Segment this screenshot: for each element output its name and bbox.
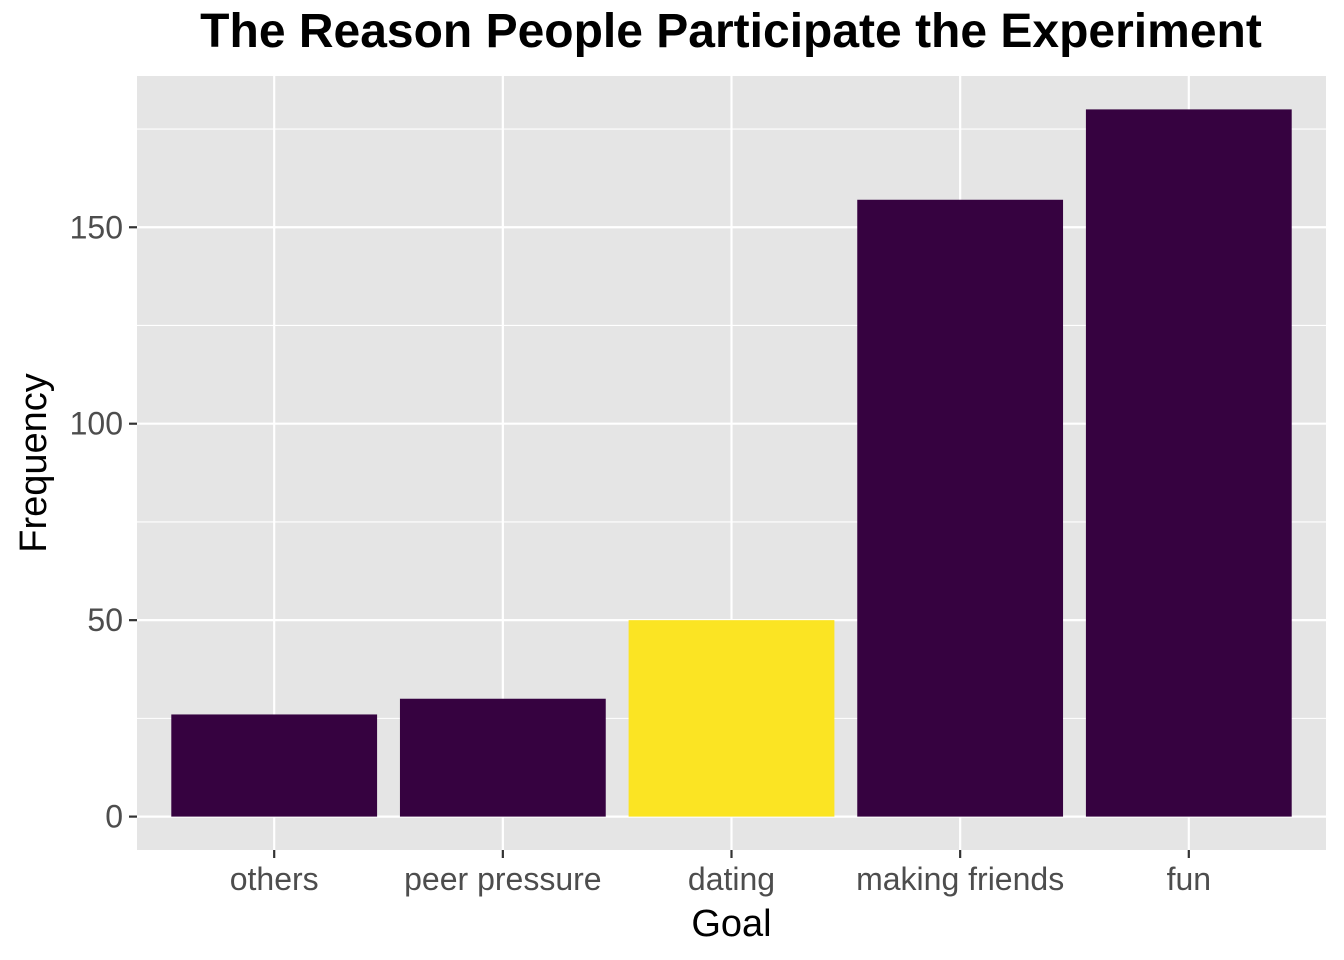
bar-fun: [1085, 109, 1292, 817]
y-axis-title: Frequency: [13, 373, 55, 553]
chart-title: The Reason People Participate the Experi…: [200, 5, 1262, 58]
x-tick-label: fun: [1167, 861, 1211, 897]
x-tick-label: peer pressure: [404, 861, 601, 897]
bar-peer-pressure: [399, 698, 606, 817]
y-tick-label: 0: [105, 799, 123, 835]
x-axis-title: Goal: [691, 903, 771, 945]
y-tick-label: 50: [87, 602, 123, 638]
bar-others: [171, 714, 378, 817]
axes: 0 50 100 150 others peer pressure dating making…: [70, 209, 1211, 897]
x-tick-label: dating: [688, 861, 775, 897]
y-tick-label: 150: [70, 209, 123, 245]
bar-dating: [628, 620, 835, 817]
bar-making-friends: [857, 199, 1064, 817]
x-tick-label: others: [230, 861, 319, 897]
bars: [171, 109, 1292, 817]
y-tick-label: 100: [70, 406, 123, 442]
x-tick-label: making friends: [856, 861, 1064, 897]
